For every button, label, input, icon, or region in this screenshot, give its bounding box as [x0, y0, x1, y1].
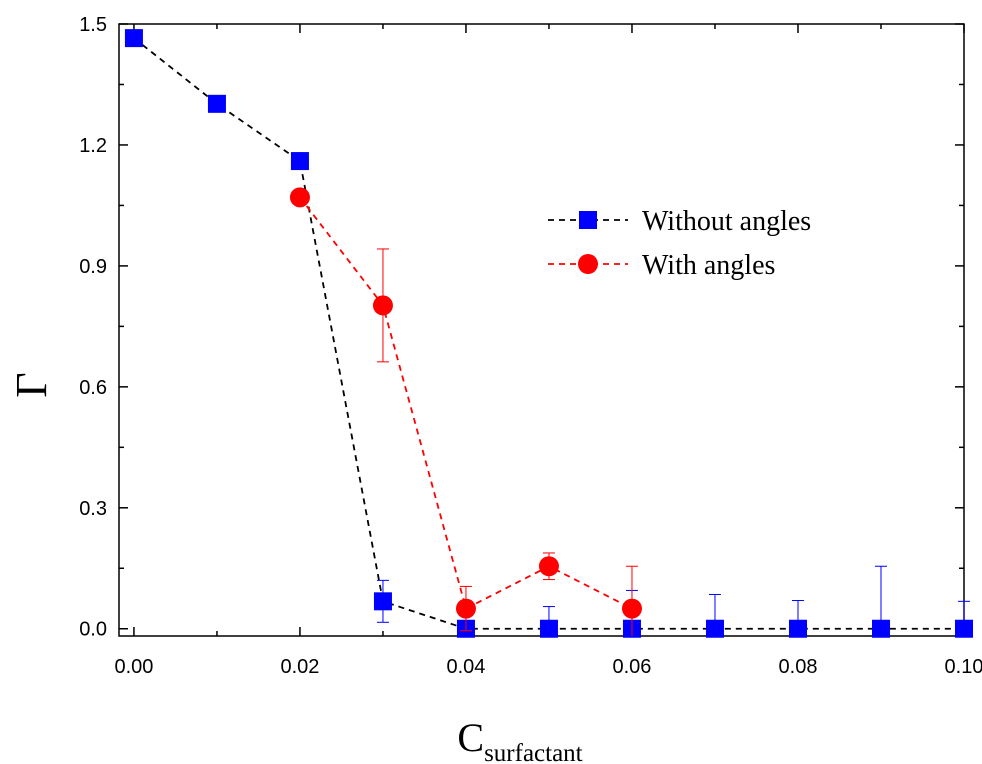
data-point	[955, 619, 973, 638]
data-point	[373, 592, 392, 611]
y-tick-label: 0.9	[79, 256, 107, 278]
y-tick-label: 1.2	[79, 135, 107, 157]
data-point	[705, 619, 724, 638]
x-tick-label: 0.08	[779, 656, 818, 678]
legend-label: With angles	[642, 250, 775, 281]
data-point	[289, 187, 310, 208]
series-layer	[124, 29, 973, 638]
data-point	[539, 619, 558, 638]
data-point	[455, 598, 476, 619]
data-point	[538, 556, 559, 577]
legend: Without angles With angles	[548, 206, 811, 281]
x-tick-label: 0.10	[945, 656, 982, 678]
legend-marker	[578, 254, 598, 274]
data-point	[788, 619, 807, 638]
data-point	[124, 29, 143, 48]
y-tick-label: 0.6	[79, 377, 107, 399]
data-point	[621, 598, 642, 619]
ticks: 0.00 0.02 0.04 0.06 0.08 0.10 0.0 0.3 0.6 0.9 1.2 1…	[79, 14, 982, 678]
data-point	[207, 94, 226, 113]
y-tick-label: 1.5	[79, 14, 107, 36]
x-axis-title: Csurfactant	[457, 715, 582, 764]
x-axis-title-subscript: surfactant	[484, 740, 583, 764]
axes	[118, 23, 965, 637]
series-line	[133, 37, 964, 630]
data-point	[871, 619, 890, 638]
series-2	[289, 187, 642, 636]
x-tick-label: 0.06	[613, 656, 652, 678]
legend-label: Without angles	[642, 206, 811, 237]
legend-item: Without angles	[548, 206, 811, 237]
series-line	[299, 196, 633, 610]
data-point	[372, 295, 393, 316]
legend-item: With angles	[548, 250, 775, 281]
data-point	[290, 152, 309, 171]
axis-labels: Csurfactant Γ	[7, 372, 583, 764]
y-axis-title: Γ	[7, 372, 56, 397]
series-1	[124, 29, 973, 638]
x-tick-label: 0.00	[114, 656, 153, 678]
plot-frame	[118, 23, 965, 637]
y-tick-label: 0.0	[79, 619, 107, 641]
x-axis-title-main: C	[457, 715, 484, 760]
legend-marker	[579, 211, 597, 229]
x-tick-label: 0.02	[280, 656, 319, 678]
x-tick-label: 0.04	[446, 656, 485, 678]
y-tick-label: 0.3	[79, 498, 107, 520]
